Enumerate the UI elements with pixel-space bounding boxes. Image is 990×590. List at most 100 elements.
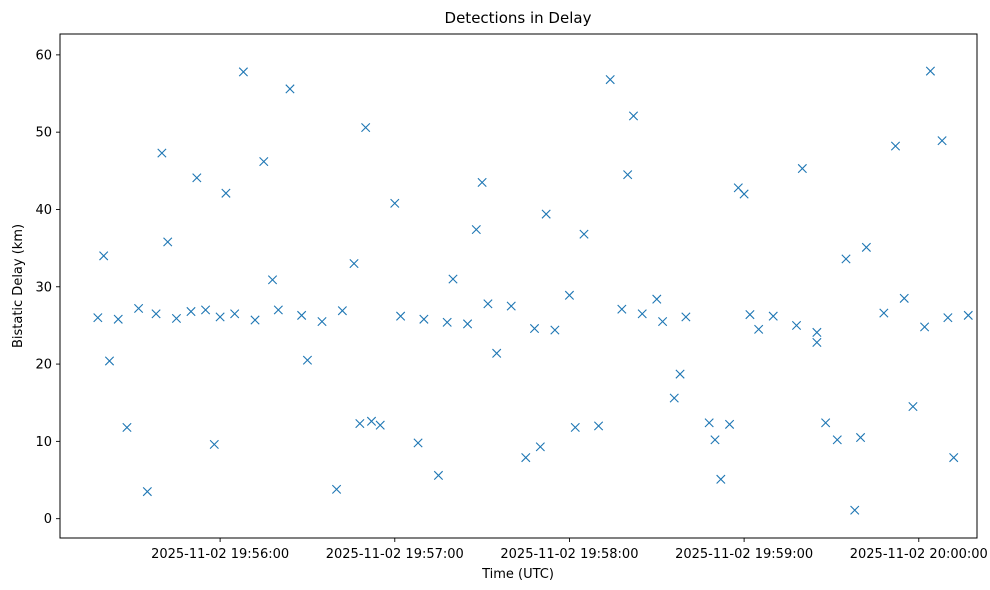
plot-frame — [59, 33, 978, 539]
data-point — [623, 170, 633, 180]
y-axis-ticks: 0 10 20 30 40 50 60 — [35, 48, 60, 527]
data-point — [349, 258, 359, 269]
data-point — [238, 67, 248, 77]
data-point — [171, 313, 182, 324]
data-point — [99, 251, 109, 261]
data-point — [529, 323, 540, 334]
data-point — [250, 315, 260, 325]
data-point — [963, 310, 973, 320]
data-point — [925, 66, 936, 76]
data-point — [419, 314, 429, 324]
y-tick-label: 60 — [35, 48, 52, 63]
data-point — [230, 309, 240, 319]
data-point — [879, 308, 889, 318]
data-point — [724, 419, 735, 429]
data-point — [93, 313, 103, 323]
y-tick-label: 20 — [35, 358, 52, 373]
data-point — [745, 310, 755, 320]
data-point — [841, 254, 851, 264]
y-tick-label: 30 — [35, 280, 52, 295]
x-tick-label: 2025-11-02 19:57:00 — [326, 547, 464, 562]
data-point — [273, 305, 283, 315]
data-point — [754, 324, 764, 334]
data-point — [949, 453, 959, 463]
data-point — [142, 487, 152, 497]
data-point — [899, 293, 909, 303]
data-point — [302, 355, 313, 365]
data-point — [675, 369, 685, 379]
data-point — [477, 177, 487, 188]
data-point — [215, 312, 225, 322]
data-point — [541, 209, 551, 219]
data-point — [628, 111, 639, 121]
data-point — [483, 299, 493, 309]
x-axis-label: Time (UTC) — [481, 567, 554, 582]
data-point — [550, 325, 560, 335]
data-point — [791, 320, 802, 331]
data-point — [908, 402, 918, 412]
data-point — [375, 420, 385, 430]
y-tick-label: 40 — [35, 203, 52, 218]
data-point — [739, 189, 749, 199]
x-tick-label: 2025-11-02 19:56:00 — [151, 547, 289, 562]
data-point — [355, 419, 365, 429]
data-point — [579, 229, 589, 239]
x-axis-ticks: 2025-11-02 19:56:00 2025-11-02 19:57:00 20… — [151, 538, 988, 562]
data-point — [297, 310, 307, 320]
data-point — [462, 319, 473, 329]
data-point — [637, 309, 647, 319]
y-tick-label: 50 — [35, 126, 52, 141]
data-point — [366, 416, 377, 426]
data-point — [937, 136, 947, 146]
data-point — [209, 439, 219, 450]
data-point — [658, 316, 668, 327]
data-point — [134, 303, 144, 314]
data-point — [716, 474, 726, 484]
data-point — [413, 438, 423, 448]
data-point — [331, 484, 342, 494]
data-point — [617, 304, 627, 314]
data-point — [564, 290, 575, 300]
data-point — [681, 312, 691, 322]
data-point — [267, 275, 278, 285]
data-point — [113, 314, 123, 324]
data-point — [396, 311, 406, 321]
data-point — [471, 224, 481, 235]
data-point — [259, 156, 269, 167]
data-point — [920, 322, 930, 332]
data-point — [151, 309, 161, 319]
data-point — [704, 418, 714, 428]
x-tick-label: 2025-11-02 20:00:00 — [850, 547, 988, 562]
chart-title: Detections in Delay — [445, 9, 592, 27]
y-tick-label: 10 — [35, 435, 52, 450]
data-point — [768, 311, 778, 321]
data-point — [861, 242, 871, 252]
data-point — [570, 422, 580, 433]
x-tick-label: 2025-11-02 19:58:00 — [500, 547, 638, 562]
data-point — [186, 306, 196, 317]
data-point — [850, 505, 860, 515]
data-point — [192, 173, 202, 183]
data-point — [605, 75, 615, 85]
y-axis-label: Bistatic Delay (km) — [11, 224, 26, 348]
y-tick-label: 0 — [44, 512, 52, 527]
data-point — [337, 306, 347, 316]
data-point — [442, 317, 452, 327]
data-point — [943, 313, 953, 323]
data-point — [104, 356, 115, 366]
data-point — [433, 470, 444, 480]
data-point — [521, 453, 531, 463]
data-point — [652, 294, 662, 304]
data-point — [506, 301, 516, 311]
data-point — [285, 84, 295, 94]
data-point — [821, 418, 831, 428]
data-point — [669, 393, 679, 403]
data-point — [163, 237, 173, 247]
data-point — [832, 435, 842, 445]
data-point — [221, 188, 231, 198]
data-point — [812, 327, 822, 337]
data-point — [710, 435, 720, 445]
data-point — [317, 316, 327, 327]
data-point — [797, 163, 807, 174]
